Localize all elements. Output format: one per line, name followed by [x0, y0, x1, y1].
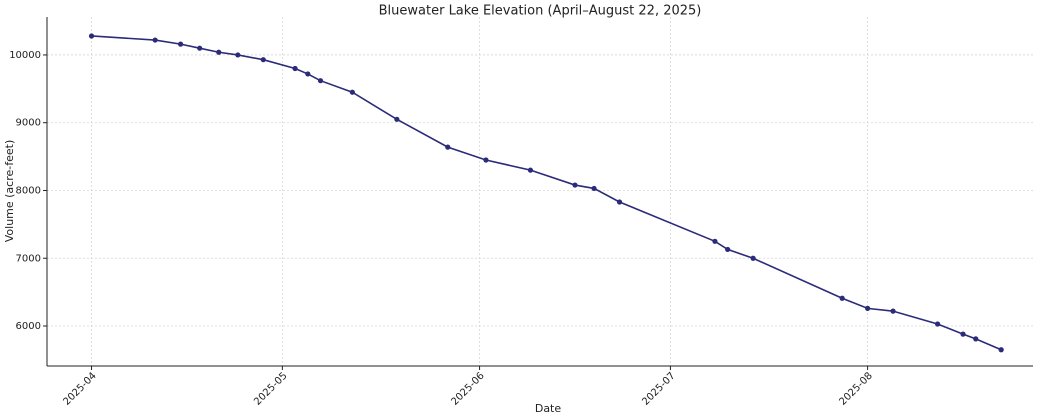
data-point: [445, 144, 451, 150]
data-point: [88, 33, 95, 39]
data-point: [616, 199, 623, 205]
chart-title: Bluewater Lake Elevation (April–August 2…: [379, 4, 702, 19]
data-point: [216, 49, 222, 55]
data-point: [934, 321, 941, 327]
data-point: [305, 71, 311, 77]
data-point: [712, 238, 718, 244]
data-point: [591, 185, 597, 192]
data-point: [973, 336, 979, 342]
data-point: [750, 255, 756, 261]
x-tick-label: 2025-07: [640, 370, 677, 407]
y-tick-label: 7000: [16, 253, 41, 264]
data-point: [260, 57, 266, 63]
data-point: [349, 89, 355, 95]
x-axis-label: Date: [535, 402, 562, 415]
data-point: [839, 295, 845, 301]
data-point: [865, 305, 871, 311]
data-point: [317, 78, 324, 84]
x-tick-label: 2025-08: [838, 370, 875, 407]
data-point: [527, 167, 534, 173]
y-tick-label: 10000: [9, 50, 41, 61]
data-line: [91, 35, 1002, 351]
data-point: [292, 65, 298, 72]
data-point: [177, 41, 184, 47]
data-point: [235, 52, 241, 58]
data-point: [197, 45, 203, 51]
data-point: [152, 37, 158, 43]
y-tick-label: 9000: [16, 118, 41, 129]
data-point: [572, 182, 578, 188]
y-tick-label: 8000: [16, 185, 41, 196]
x-tick-label: 2025-05: [252, 370, 289, 407]
data-point: [394, 116, 400, 122]
data-point: [998, 347, 1004, 353]
data-point: [725, 246, 731, 253]
data-point: [960, 331, 966, 337]
x-tick-label: 2025-04: [61, 370, 98, 407]
data-point: [483, 157, 489, 163]
y-axis-label: Volume (acre-feet): [3, 140, 16, 243]
data-point: [890, 308, 896, 314]
x-tick-label: 2025-06: [449, 370, 486, 407]
y-tick-label: 6000: [16, 321, 41, 332]
